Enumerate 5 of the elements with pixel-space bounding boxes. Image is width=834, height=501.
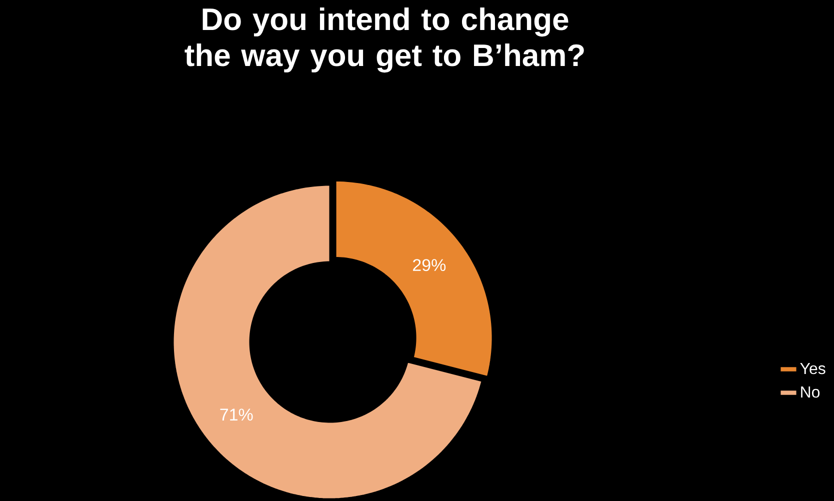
data-label: 71% <box>220 408 253 421</box>
chart-title: Do you intend to change the way you get to B’ham? <box>184 8 584 73</box>
legend-label: Yes <box>800 362 826 374</box>
data-label: 29% <box>413 259 446 272</box>
legend-label: No <box>801 386 820 398</box>
